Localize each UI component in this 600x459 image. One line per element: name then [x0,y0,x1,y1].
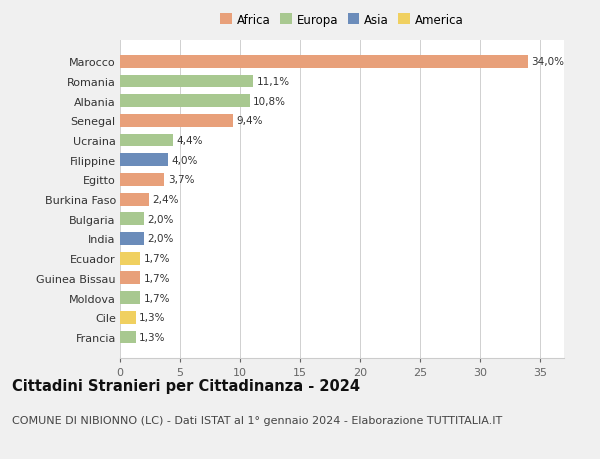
Text: COMUNE DI NIBIONNO (LC) - Dati ISTAT al 1° gennaio 2024 - Elaborazione TUTTITALI: COMUNE DI NIBIONNO (LC) - Dati ISTAT al … [12,415,502,425]
Text: 3,7%: 3,7% [168,175,194,185]
Bar [120,193,149,206]
Text: 1,7%: 1,7% [144,273,170,283]
Bar [120,291,140,304]
Bar [120,272,140,285]
Text: 4,0%: 4,0% [172,155,198,165]
Text: 34,0%: 34,0% [532,57,565,67]
Bar [120,95,250,108]
Bar [120,134,173,147]
Bar [120,311,136,324]
Bar [120,233,144,246]
Bar [120,115,233,128]
Bar [120,75,253,88]
Bar [120,174,164,186]
Text: 2,4%: 2,4% [152,195,179,205]
Text: 9,4%: 9,4% [236,116,263,126]
Bar [120,213,144,226]
Bar [120,56,528,68]
Text: 4,4%: 4,4% [176,136,203,146]
Text: 1,3%: 1,3% [139,332,166,342]
Bar [120,331,136,344]
Text: 10,8%: 10,8% [253,96,286,106]
Text: 1,7%: 1,7% [144,293,170,303]
Text: 11,1%: 11,1% [257,77,290,87]
Bar [120,154,168,167]
Text: 1,7%: 1,7% [144,254,170,263]
Text: 1,3%: 1,3% [139,313,166,323]
Text: 2,0%: 2,0% [148,214,174,224]
Text: Cittadini Stranieri per Cittadinanza - 2024: Cittadini Stranieri per Cittadinanza - 2… [12,379,360,394]
Text: 2,0%: 2,0% [148,234,174,244]
Bar [120,252,140,265]
Legend: Africa, Europa, Asia, America: Africa, Europa, Asia, America [218,11,466,29]
